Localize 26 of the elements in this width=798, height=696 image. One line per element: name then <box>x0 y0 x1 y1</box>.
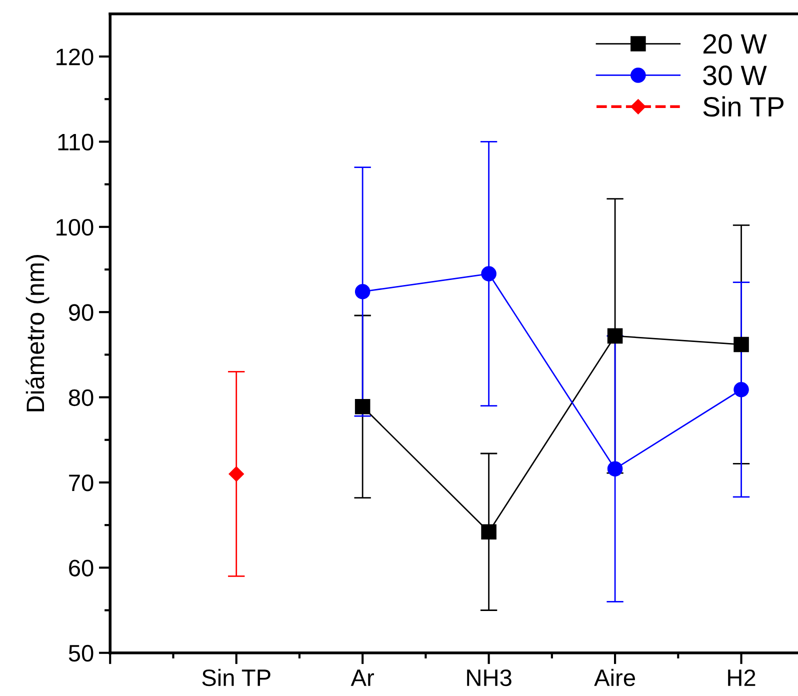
x-tick-label: NH3 <box>467 669 512 686</box>
y-tick-label: 90 <box>69 304 94 321</box>
y-tick-label: 100 <box>56 218 94 236</box>
x-tick-label: H2 <box>728 669 756 686</box>
point <box>354 284 370 300</box>
x-tick-label: Aire <box>594 668 635 686</box>
x-tick-label: Sin TP <box>202 668 270 686</box>
y-tick-label: 70 <box>69 474 94 492</box>
x-tick-label: Ar <box>350 670 374 686</box>
legend-label: 30 W <box>703 66 767 86</box>
y-tick-label: 80 <box>68 389 94 406</box>
y-tick-label: 50 <box>68 644 94 662</box>
point <box>228 466 244 482</box>
point <box>607 328 623 344</box>
legend-label: 20 W <box>703 34 767 54</box>
legend-label: Sin TP <box>703 96 784 117</box>
y-tick-label: 60 <box>69 560 94 576</box>
point <box>607 461 623 476</box>
point <box>481 266 496 282</box>
point <box>481 524 496 540</box>
point <box>354 399 370 414</box>
y-tick-label: 110 <box>58 134 94 150</box>
point <box>734 336 749 352</box>
y-axis-title: Diámetro (nm) <box>26 255 50 412</box>
y-tick-label: 120 <box>56 48 94 66</box>
point <box>734 382 749 398</box>
